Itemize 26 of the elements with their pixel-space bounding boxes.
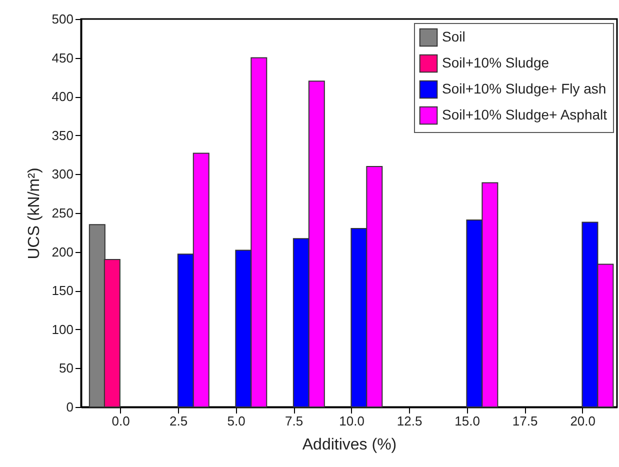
x-tick-label: 2.5 <box>169 414 188 428</box>
y-tick-label: 50 <box>59 360 74 376</box>
y-tick-label: 400 <box>52 89 74 104</box>
y-tick-label: 250 <box>52 206 74 220</box>
y-tick-label: 150 <box>52 283 74 298</box>
legend-label: Soil <box>442 28 466 44</box>
x-axis-title: Additives (%) <box>302 436 397 454</box>
legend-label: Soil+10% Sludge <box>442 54 550 70</box>
x-tick-label: 20.0 <box>570 414 596 428</box>
x-tick-label: 17.5 <box>512 414 538 428</box>
y-tick-label: 100 <box>52 322 74 337</box>
y-tick-label: 350 <box>52 128 74 143</box>
y-tick-label: 300 <box>52 166 74 182</box>
y-tick-label: 450 <box>52 50 74 66</box>
y-axis-title: UCS (kN/m²) <box>26 168 43 260</box>
x-tick-label: 0.0 <box>112 414 130 428</box>
legend-label: Soil+10% Sludge+ Asphalt <box>442 106 608 122</box>
legend-label: Soil+10% Sludge+ Fly ash <box>442 80 606 96</box>
y-tick-label: 500 <box>52 12 74 26</box>
x-tick-label: 15.0 <box>454 414 480 428</box>
x-tick-label: 7.5 <box>285 414 304 428</box>
x-tick-label: 10.0 <box>339 414 364 428</box>
y-tick-label: 200 <box>52 244 74 260</box>
x-tick-label: 12.5 <box>396 414 422 428</box>
x-tick-label: 5.0 <box>227 414 246 428</box>
y-tick-label: 0 <box>66 400 74 414</box>
